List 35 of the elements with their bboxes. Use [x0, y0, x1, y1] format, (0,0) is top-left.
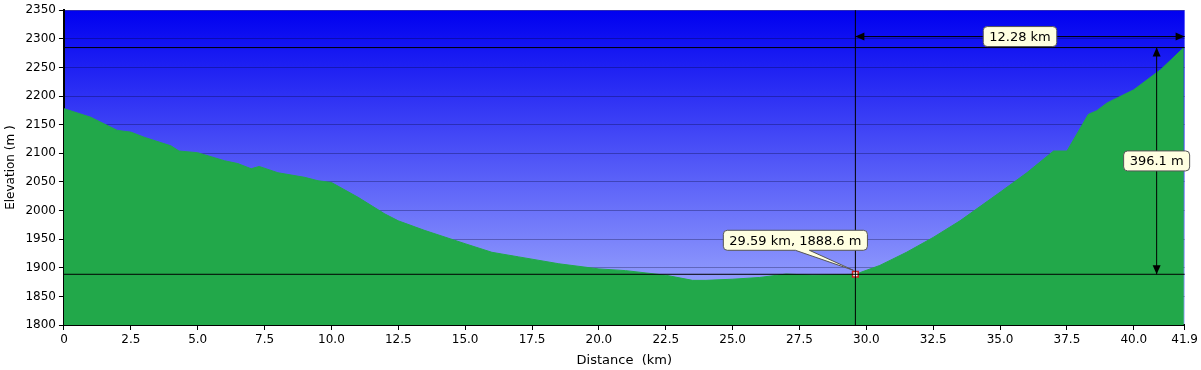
x-tick-label: 40.0: [1120, 332, 1148, 347]
y-axis-title: Elevation (m ): [3, 125, 18, 210]
y-tick-label: 1950: [25, 231, 56, 246]
y-tick-label: 2050: [25, 174, 56, 189]
annotation: 12.28 km: [989, 28, 1051, 44]
y-tick-label: 2300: [25, 30, 56, 45]
y-tick-label: 1900: [25, 259, 56, 274]
y-tick-label: 2250: [25, 59, 56, 74]
y-tick-label: 2350: [25, 2, 56, 17]
x-tick-label: 25.0: [719, 332, 746, 347]
annotation: 29.59 km, 1888.6 m: [729, 232, 862, 248]
y-tick-label: 2150: [25, 116, 56, 131]
x-axis-title: Distance (km): [576, 351, 673, 367]
y-tick-label: 1800: [25, 317, 56, 332]
x-tick-label: 32.5: [919, 332, 947, 347]
y-tick-label: 2000: [25, 202, 56, 217]
x-tick-label: 12.5: [384, 332, 412, 347]
x-tick-label: 22.5: [652, 332, 680, 347]
x-tick-label: 15.0: [451, 332, 479, 347]
x-tick-label: 20.0: [585, 332, 613, 347]
y-tick-label: 1850: [25, 288, 56, 303]
x-tick-label: 35.0: [986, 332, 1014, 347]
x-tick-label: 0: [60, 332, 68, 347]
x-tick-label: 10.0: [318, 332, 345, 347]
x-tick-label: 5.0: [188, 332, 208, 347]
x-tick-label: 41.9: [1171, 332, 1198, 347]
x-tick-label: 2.5: [121, 332, 141, 347]
x-tick-label: 27.5: [786, 332, 813, 347]
annotation: 396.1 m: [1129, 153, 1184, 169]
x-tick-label: 37.5: [1053, 332, 1081, 347]
x-tick-label: 30.0: [852, 332, 880, 347]
x-tick-label: 17.5: [518, 332, 546, 347]
x-tick-label: 7.5: [255, 332, 275, 347]
y-tick-label: 2200: [25, 88, 56, 103]
y-tick-label: 2100: [25, 145, 56, 160]
